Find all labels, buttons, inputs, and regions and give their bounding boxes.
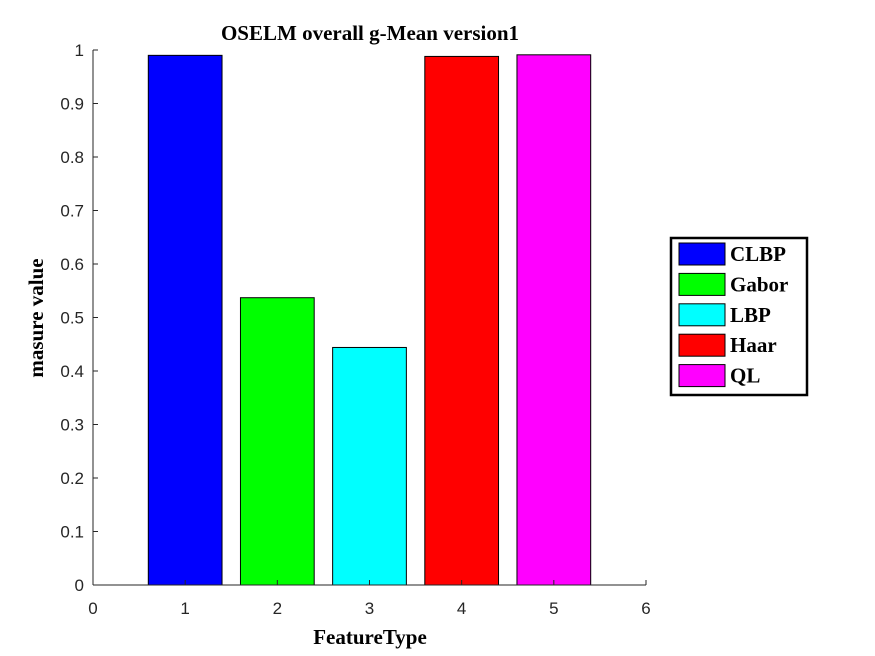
x-tick-label: 1 (180, 599, 189, 618)
legend-label-ql: QL (730, 364, 760, 388)
y-tick-label: 0.7 (60, 202, 84, 221)
y-axis-ticks: 0 0.1 0.2 0.3 0.4 0.5 0.6 0.7 0.8 0.9 1 (60, 41, 98, 595)
legend-label-lbp: LBP (730, 303, 771, 327)
x-axis-ticks: 0 1 2 3 4 5 6 (88, 580, 651, 618)
y-tick-label: 0.5 (60, 309, 84, 328)
y-axis-label: masure value (24, 258, 48, 377)
legend-swatch-lbp (678, 303, 726, 327)
y-tick-label: 0 (75, 576, 84, 595)
chart-title: OSELM overall g-Mean version1 (221, 21, 519, 45)
legend-label-gabor: Gabor (730, 272, 788, 296)
y-tick-label: 0.2 (60, 469, 84, 488)
x-tick-label: 3 (365, 599, 374, 618)
x-axis-label: FeatureType (313, 625, 427, 649)
x-tick-label: 6 (641, 599, 650, 618)
y-tick-label: 0.4 (60, 362, 84, 381)
legend-label-clbp: CLBP (730, 242, 786, 266)
legend-swatch-haar (678, 333, 726, 357)
legend: CLBP Gabor LBP Haar QL (669, 236, 809, 397)
x-tick-label: 5 (549, 599, 558, 618)
y-tick-label: 0.6 (60, 255, 84, 274)
y-tick-label: 0.9 (60, 95, 84, 114)
x-tick-label: 4 (457, 599, 466, 618)
legend-label-haar: Haar (730, 333, 777, 357)
y-tick-label: 0.1 (60, 523, 84, 542)
x-tick-label: 0 (88, 599, 97, 618)
x-tick-label: 2 (273, 599, 282, 618)
bar-gabor (239, 297, 315, 586)
bars-layer (147, 54, 592, 586)
y-tick-label: 0.3 (60, 416, 84, 435)
bar-haar (424, 55, 500, 586)
legend-swatch-clbp (678, 242, 726, 266)
bar-ql (516, 54, 592, 586)
bar-clbp (147, 54, 223, 586)
legend-swatch-gabor (678, 272, 726, 296)
y-tick-label: 0.8 (60, 148, 84, 167)
y-tick-label: 1 (75, 41, 84, 60)
bar-lbp (332, 346, 407, 586)
legend-swatch-ql (678, 364, 726, 388)
